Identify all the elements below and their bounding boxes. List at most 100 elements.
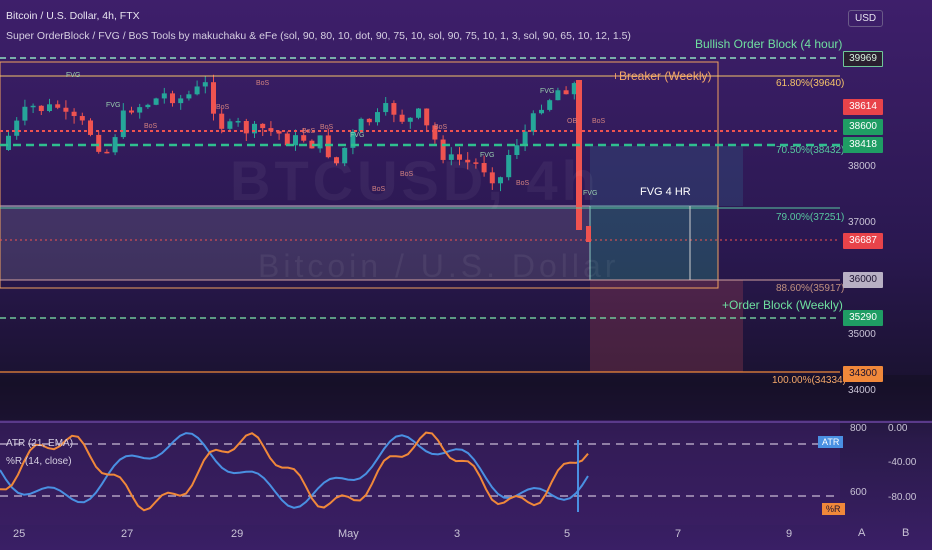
breaker-weekly-label: +Breaker (Weekly) xyxy=(612,69,712,83)
b-button[interactable]: B xyxy=(902,527,910,539)
atr-value-tag: ATR xyxy=(818,436,844,448)
breaker-box xyxy=(0,61,719,289)
small-tag: BoS xyxy=(144,123,158,130)
lower-dark-band xyxy=(0,375,932,420)
candle-bull xyxy=(358,118,364,132)
small-tag: FVG xyxy=(540,88,555,95)
candle-bull xyxy=(539,109,544,114)
candle-bear xyxy=(576,80,582,230)
time-label: 5 xyxy=(564,528,571,540)
bullish-order-block-label: Bullish Order Block (4 hour) xyxy=(695,37,843,51)
candle-bull xyxy=(22,106,28,121)
fib-886-label: 88.60%(35917) xyxy=(776,283,845,294)
small-tag: FVG xyxy=(480,152,495,159)
candle-bear xyxy=(129,110,134,113)
candle-bull xyxy=(227,121,233,129)
candle-bear xyxy=(211,82,216,114)
candle-bear xyxy=(489,172,495,184)
candle-bear xyxy=(465,159,471,163)
candle-bear xyxy=(586,226,591,242)
candle-bull xyxy=(407,117,413,122)
price-tick: 34000 xyxy=(848,385,876,396)
price-tag-orange: 34300 xyxy=(843,366,883,382)
atr-line xyxy=(0,432,589,509)
small-tag: FVG xyxy=(583,190,598,197)
candle-bear xyxy=(366,118,372,123)
fib-79-label: 79.00%(37251) xyxy=(776,212,845,223)
candle-bull xyxy=(350,131,356,148)
candle-bear xyxy=(55,104,61,108)
williams-r-line xyxy=(0,431,589,512)
watermark-name: Bitcoin / U.S. Dollar xyxy=(258,248,620,284)
fvg-zone-gray xyxy=(0,205,591,281)
candle-bull xyxy=(14,120,20,136)
auto-scale-button[interactable]: A xyxy=(858,527,866,539)
currency-button[interactable]: USD xyxy=(848,10,884,27)
candle-bull xyxy=(186,94,192,99)
candle-bull xyxy=(30,105,36,108)
candle-bear xyxy=(63,107,69,112)
r-value-tag: %R xyxy=(822,503,845,515)
price-tag-green: 35290 xyxy=(843,310,883,326)
fib-618-label: 61.80%(39640) xyxy=(776,78,845,89)
candle-bear xyxy=(334,157,339,164)
candle-bull xyxy=(383,103,389,113)
candle-bear xyxy=(219,113,225,129)
risk-zone xyxy=(590,280,743,372)
fvg-4hr-label: FVG 4 HR xyxy=(640,186,691,198)
candle-bull xyxy=(530,113,536,132)
candle-bear xyxy=(276,131,282,134)
time-label: 25 xyxy=(13,528,26,540)
time-label: 29 xyxy=(231,528,244,540)
price-tag-green: 38418 xyxy=(843,137,883,153)
candle-bull xyxy=(252,123,257,134)
williams-r-indicator-label[interactable]: %R (14, close) xyxy=(6,456,72,467)
time-label: 3 xyxy=(454,528,461,540)
price-tag-gray: 36000 xyxy=(843,272,883,288)
small-tag: BoS xyxy=(256,80,270,87)
candle-bear xyxy=(284,133,290,146)
candle-bull xyxy=(137,107,143,113)
small-tag: FVG xyxy=(350,132,365,139)
price-tick: 38000 xyxy=(848,161,876,172)
candle-bull xyxy=(47,104,52,112)
small-tag: BoS xyxy=(434,124,448,131)
candle-bull xyxy=(235,121,241,123)
candle-bear xyxy=(243,121,249,134)
candle-bull xyxy=(178,98,184,104)
fib-705-label: 70.50%(38432) xyxy=(776,145,845,156)
watermark-ticker: BTCUSD, 4h xyxy=(230,149,600,212)
osc-tick-right: -40.00 xyxy=(888,457,917,468)
price-tick: 37000 xyxy=(848,217,876,228)
symbol-title: Bitcoin / U.S. Dollar, 4h, FTX xyxy=(6,10,140,22)
candle-bull xyxy=(571,83,577,95)
small-tag: FVG xyxy=(66,72,81,79)
price-tag-bullish-ob: 39969 xyxy=(843,51,883,67)
candle-bear xyxy=(268,128,274,132)
candle-bull xyxy=(448,154,454,160)
candle-bear xyxy=(424,108,430,126)
candle-bull xyxy=(416,108,421,118)
candle-bull xyxy=(161,93,167,99)
candle-bear xyxy=(399,114,405,122)
osc-tick-right: -80.00 xyxy=(888,492,917,503)
oscillator-pane xyxy=(0,420,840,525)
order-block-weekly-label: +Order Block (Weekly) xyxy=(722,298,843,312)
small-tag: BoS xyxy=(372,186,386,193)
candle-bull xyxy=(506,155,512,178)
fvg-4hr-zone xyxy=(589,205,719,281)
candle-bull xyxy=(547,100,553,110)
osc-tick-left: 600 xyxy=(850,487,867,498)
small-tag: OB xyxy=(567,118,578,125)
candle-bull xyxy=(112,137,118,153)
candle-bear xyxy=(96,134,102,152)
indicator-settings-line[interactable]: Super OrderBlock / FVG / BoS Tools by ma… xyxy=(6,30,631,42)
candle-bull xyxy=(153,98,159,105)
atr-indicator-label[interactable]: ATR (21, EMA) xyxy=(6,438,74,449)
time-label: 7 xyxy=(675,528,682,540)
small-tag: BoS xyxy=(400,171,414,178)
candle-bear xyxy=(391,103,397,115)
candle-bull xyxy=(375,112,380,123)
osc-tick-right: 0.00 xyxy=(888,423,908,434)
